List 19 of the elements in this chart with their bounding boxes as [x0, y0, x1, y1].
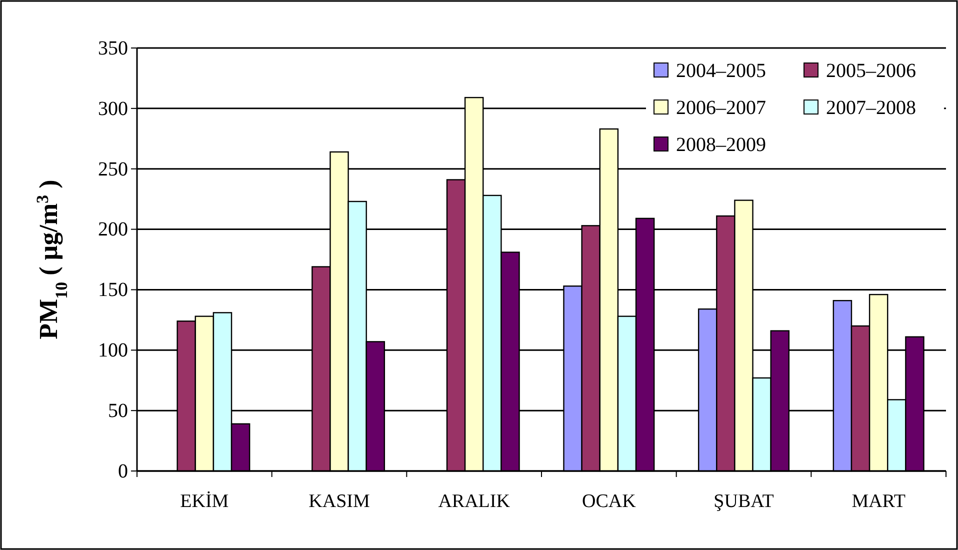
legend-label: 2004–2005	[676, 60, 766, 82]
y-tick-label: 150	[98, 279, 128, 302]
x-tick-label: KASIM	[308, 491, 370, 512]
y-tick-label: 250	[98, 158, 128, 180]
y-tick-label: 200	[98, 218, 128, 241]
x-tick-label: OCAK	[582, 491, 636, 512]
legend-label: 2006–2007	[676, 97, 766, 119]
legend-label: 2008–2009	[676, 134, 766, 156]
y-tick-label: 100	[98, 340, 128, 362]
y-tick-label: 300	[98, 98, 128, 120]
x-tick-label: ŞUBAT	[714, 491, 774, 512]
legend-label: 2005–2006	[826, 60, 916, 82]
x-tick-label: ARALIK	[438, 491, 510, 512]
x-tick-label: MART	[852, 491, 906, 512]
y-tick-label: 350	[98, 37, 128, 60]
x-tick-label: EKİM	[180, 491, 229, 512]
y-tick-label: 50	[108, 400, 128, 422]
legend-label: 2007–2008	[826, 97, 916, 119]
y-tick-label: 0	[118, 460, 128, 482]
